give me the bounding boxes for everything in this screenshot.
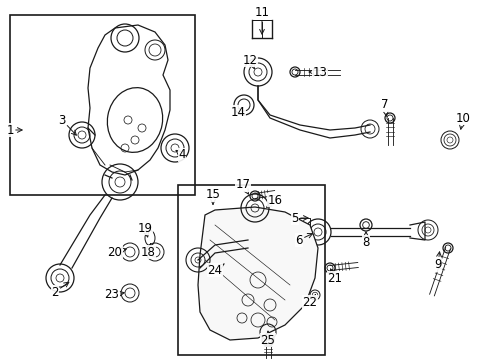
Bar (10, 15, 195, 195)
Text: 7: 7 (381, 99, 389, 116)
Text: 4: 4 (176, 148, 186, 162)
Text: 2: 2 (51, 282, 69, 298)
Text: 16: 16 (267, 194, 283, 207)
Text: 8: 8 (362, 232, 369, 248)
Text: 5: 5 (292, 211, 308, 225)
Text: 14: 14 (230, 105, 245, 118)
Text: 6: 6 (295, 234, 313, 247)
Text: 9: 9 (434, 252, 442, 271)
Text: 19: 19 (138, 221, 152, 237)
Text: 12: 12 (243, 54, 258, 69)
Text: 18: 18 (141, 243, 155, 258)
Bar (178, 185, 325, 355)
Text: 10: 10 (456, 112, 470, 129)
Text: 21: 21 (327, 269, 343, 284)
Text: 17: 17 (236, 179, 250, 194)
Text: 20: 20 (108, 246, 126, 258)
Text: 11: 11 (254, 5, 270, 34)
Text: 24: 24 (207, 264, 224, 276)
Text: 13: 13 (309, 66, 327, 78)
Text: 25: 25 (261, 332, 275, 346)
Text: 3: 3 (58, 113, 76, 135)
Text: 22: 22 (302, 295, 318, 309)
Text: 23: 23 (104, 288, 124, 302)
Text: 15: 15 (206, 189, 220, 204)
Text: 1: 1 (6, 123, 22, 136)
Polygon shape (198, 207, 318, 340)
